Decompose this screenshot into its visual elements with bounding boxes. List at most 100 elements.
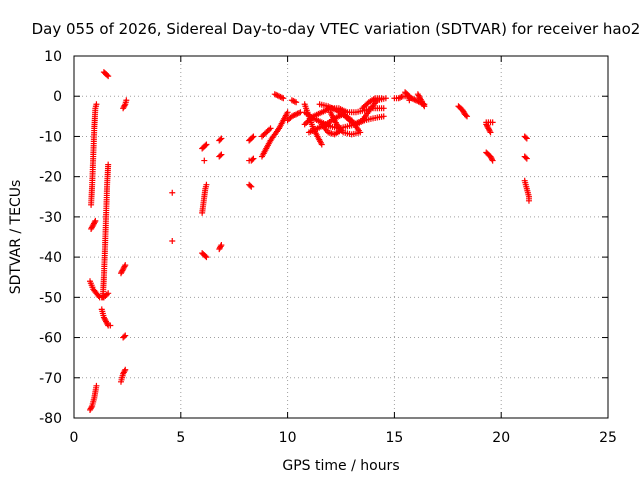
data-point (218, 135, 225, 142)
data-point (217, 152, 224, 159)
series-0-segment-6 (100, 69, 112, 80)
series-0-segment-37 (414, 91, 428, 110)
data-point (201, 157, 208, 164)
series-0-segment-18 (216, 151, 225, 160)
series-0-segment-41 (483, 149, 496, 164)
x-tick-label: 0 (70, 430, 79, 446)
x-tick-label: 25 (599, 430, 617, 446)
grid (74, 56, 608, 418)
data-point (218, 242, 225, 249)
series-0-segment-1 (88, 217, 99, 232)
series-0-segment-42 (521, 133, 530, 142)
data-point (464, 113, 471, 120)
series-0-segment-34 (359, 95, 385, 112)
series-0-segment-11 (169, 189, 176, 196)
data-point (93, 101, 100, 108)
data-point (406, 97, 413, 104)
data-point (380, 105, 387, 112)
data-point (522, 134, 529, 141)
series-0-segment-16 (199, 250, 210, 261)
x-tick-label: 10 (279, 430, 297, 446)
series-0-segment-32 (316, 95, 389, 128)
series-0-segment-36 (402, 89, 413, 104)
data-point (280, 95, 287, 102)
data-point (398, 93, 405, 100)
x-axis-label: GPS time / hours (282, 458, 399, 474)
series-0-segment-13 (199, 141, 210, 152)
y-axis-label: SDTVAR / TECUs (8, 180, 24, 295)
data-point (284, 109, 291, 116)
data-point (121, 102, 128, 109)
data-point (248, 183, 255, 190)
data-point (247, 182, 254, 189)
data-point (523, 155, 530, 162)
x-tick-label: 15 (385, 430, 403, 446)
data-point (405, 92, 412, 99)
series-0-segment-9 (120, 332, 129, 341)
data-point (267, 125, 274, 132)
data-point (462, 112, 469, 119)
series-0-segment-4 (98, 306, 114, 329)
series-0-segment-24 (258, 125, 274, 140)
data-point (121, 263, 128, 270)
data-point (291, 98, 298, 105)
data-point (338, 127, 344, 134)
y-tick-label: -20 (39, 170, 62, 186)
data-point (525, 197, 532, 204)
data-point (420, 101, 427, 108)
data-point (421, 103, 428, 110)
data-point (488, 156, 495, 163)
y-tick-label: 10 (44, 49, 62, 65)
data-point (202, 142, 209, 149)
data-point (489, 157, 496, 164)
series-0-segment-8 (117, 262, 129, 277)
series-0-segment-14 (201, 157, 208, 164)
data-point (318, 141, 325, 148)
data-point (169, 238, 176, 245)
series-0-segment-20 (246, 133, 257, 144)
data-point (217, 243, 224, 250)
data-point (489, 119, 496, 126)
data-point (122, 366, 129, 373)
x-tick-label: 20 (492, 430, 510, 446)
data-point (293, 99, 300, 106)
series-0-segment-44 (521, 177, 532, 204)
data-point (486, 128, 493, 135)
data-point (107, 322, 114, 329)
data-point (88, 404, 95, 411)
series-0-segment-12 (169, 238, 176, 245)
series-0-segment-33 (318, 121, 344, 138)
data-point (92, 217, 99, 224)
data-point (122, 262, 129, 269)
data-point (378, 95, 385, 102)
series-0-segment-40 (483, 119, 496, 126)
series-0-segment-17 (216, 135, 225, 144)
y-tick-label: -30 (39, 210, 62, 226)
y-tick-label: -40 (39, 250, 62, 266)
series-0-segment-27 (284, 109, 304, 124)
series-0-segment-21 (246, 155, 257, 164)
data-point (203, 254, 210, 261)
series-0-segment-10 (117, 366, 129, 385)
data-point (105, 290, 112, 297)
data-point (380, 113, 387, 120)
data-point (122, 332, 129, 339)
data-point (523, 135, 530, 142)
data-point (249, 134, 256, 141)
axis-ticks: 0 5 10 15 20 25 10 0 -10 -20 -30 -40 -50 -60 -70 -80 (39, 49, 617, 446)
data-point (397, 94, 404, 101)
x-tick-label: 5 (176, 430, 185, 446)
series-0-segment-38 (455, 103, 471, 120)
data-point (121, 333, 128, 340)
chart-title: Day 055 of 2026, Sidereal Day-to-day VTE… (32, 20, 640, 38)
data-point (105, 161, 112, 168)
data-point (104, 72, 111, 79)
y-tick-label: -10 (39, 129, 62, 145)
data-point (217, 136, 224, 143)
data-point (249, 156, 256, 163)
series-0-segment-26 (288, 97, 300, 106)
data-point (91, 219, 98, 226)
data-point (522, 154, 529, 161)
series-0-segment-3 (99, 161, 112, 301)
